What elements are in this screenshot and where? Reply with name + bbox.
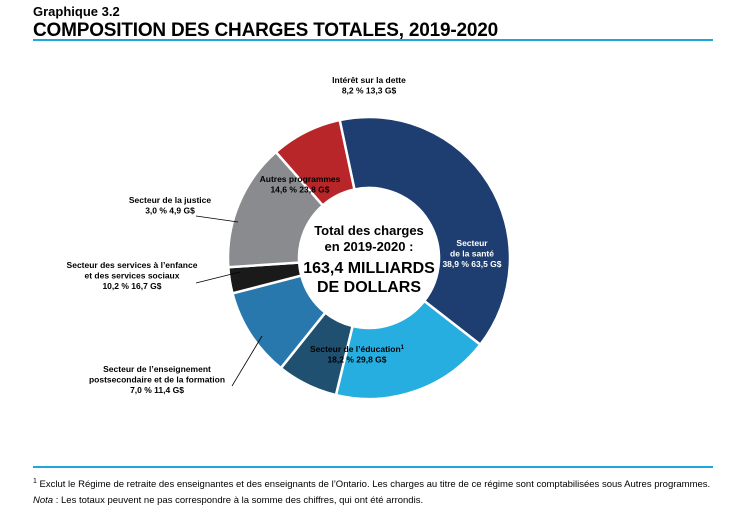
top-divider [33,39,713,41]
footnote-note: Nota : Les totaux peuvent ne pas corresp… [33,493,733,509]
donut-hole [299,188,439,328]
bottom-divider [33,466,713,468]
center-line-1: Total des charges [314,223,424,238]
slice-value-justice: 3,0 % 4,9 G$ [145,206,195,216]
chart-number-label: Graphique 3.2 [33,4,120,19]
slice-name-sante: de la santé [450,249,494,259]
footnote-ref-marker: 1 [401,345,405,351]
slice-name-sante: Secteur [456,238,488,248]
leader-lines [195,215,263,387]
slice-value-postsecondaire: 7,0 % 11,4 G$ [130,385,184,395]
slice-name-services-sociaux: Secteur des services à l’enfance [67,260,198,270]
footnote-1-text: Exclut le Régime de retraite des enseign… [36,479,711,491]
center-total-label: Total des charges en 2019-2020 : 163,4 M… [303,223,435,296]
footnote-1: 1 Exclut le Régime de retraite des ensei… [33,474,733,493]
footnotes: 1 Exclut le Régime de retraite des ensei… [33,474,733,509]
slice-value-services-sociaux: 10,2 % 16,7 G$ [102,281,161,291]
slice-value-sante: 38,9 % 63,5 G$ [442,259,501,269]
slice-name-justice: Secteur de la justice [129,195,211,205]
note-text: : Les totaux peuvent ne pas correspondre… [53,495,424,507]
slice-value-education: 18,2 % 29,8 G$ [327,355,386,365]
donut-chart: Total des charges en 2019-2020 : 163,4 M… [67,75,512,401]
slice-name-interet: Intérêt sur la dette [332,75,406,85]
slice-value-interet: 8,2 % 13,3 G$ [342,86,397,96]
donut-slices [226,115,512,401]
slice-value-autres: 14,6 % 23,8 G$ [270,185,329,195]
note-label: Nota [33,495,54,507]
leader-line-justice [195,215,239,223]
slice-label-postsecondaire: Secteur de l’enseignementpostsecondaire … [89,364,225,395]
slice-name-services-sociaux: et des services sociaux [85,271,180,281]
chart-header: Graphique 3.2 COMPOSITION DES CHARGES TO… [33,4,713,42]
center-line-3: 163,4 MILLIARDS [303,260,435,277]
slice-name-postsecondaire: Secteur de l’enseignement [103,364,211,374]
slice-name-autres: Autres programmes [260,174,341,184]
center-line-4: DE DOLLARS [317,279,421,296]
center-line-2: en 2019-2020 : [325,239,414,254]
leader-line-services-sociaux [195,271,241,284]
leader-line-postsecondaire [231,335,263,387]
slice-name-postsecondaire: postsecondaire et de la formation [89,375,225,385]
slice-name-education: Secteur de l’éducation1 [310,344,405,354]
footnote-marker: 1 [33,478,37,485]
chart-title: COMPOSITION DES CHARGES TOTALES, 2019-20… [33,20,498,41]
